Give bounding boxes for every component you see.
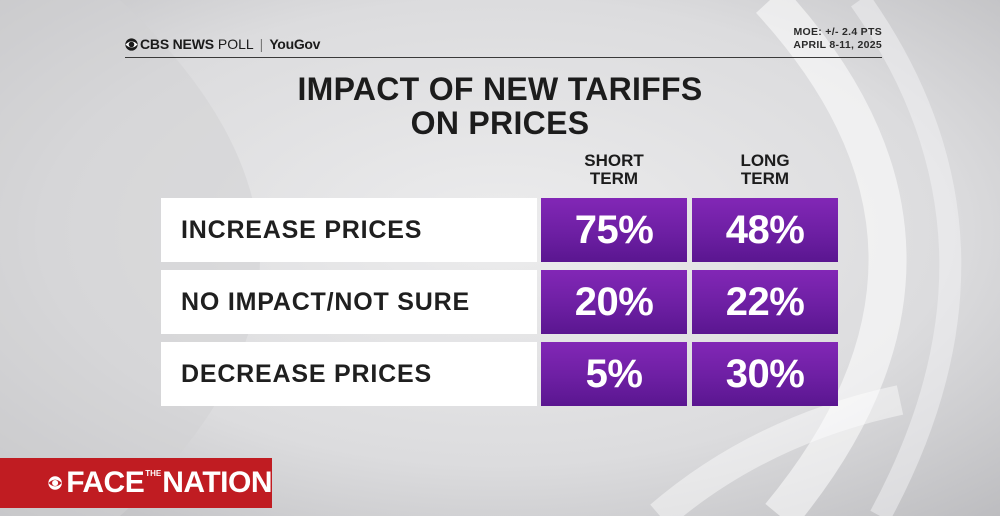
title-line-1: IMPACT OF NEW TARIFFS [297,71,703,107]
brand-poll: POLL [217,36,254,52]
logo-word-nation: NATION [162,466,272,499]
margin-of-error: MOE: +/- 2.4 PTS [793,26,882,38]
title-line-2: ON PRICES [410,105,590,141]
column-header-short-term: SHORT TERM [541,152,687,188]
row-label-decrease-prices: DECREASE PRICES [161,342,537,406]
cell-no-impact-long-term: 22% [692,270,838,334]
row-label-no-impact: NO IMPACT/NOT SURE [161,270,537,334]
face-the-nation-logo: FACE THE NATION [0,458,272,508]
column-header-line-1: SHORT [584,151,644,170]
logo-word-the: THE [145,468,162,478]
chart-title: IMPACT OF NEW TARIFFS ON PRICES [200,72,800,140]
cell-decrease-long-term: 30% [692,342,838,406]
poll-details: MOE: +/- 2.4 PTS APRIL 8-11, 2025 [793,26,882,52]
logo-word-face: FACE [66,466,145,499]
cell-decrease-short-term: 5% [541,342,687,406]
cbs-eye-icon [48,476,62,490]
column-header-line-2: TERM [589,169,639,188]
cell-increase-short-term: 75% [541,198,687,262]
brand: CBS NEWS POLL | YouGov [125,36,320,52]
cell-increase-long-term: 48% [692,198,838,262]
poll-dates: APRIL 8-11, 2025 [793,39,882,51]
column-header-line-1: LONG [740,151,790,170]
brand-name: CBS NEWS [140,36,214,52]
column-header-line-2: TERM [740,169,790,188]
poll-header: CBS NEWS POLL | YouGov MOE: +/- 2.4 PTS … [125,24,882,58]
cell-no-impact-short-term: 20% [541,270,687,334]
row-label-increase-prices: INCREASE PRICES [161,198,537,262]
brand-separator: | [259,36,264,52]
cbs-eye-icon [125,37,138,51]
column-header-long-term: LONG TERM [692,152,838,188]
partner-name: YouGov [269,36,321,52]
